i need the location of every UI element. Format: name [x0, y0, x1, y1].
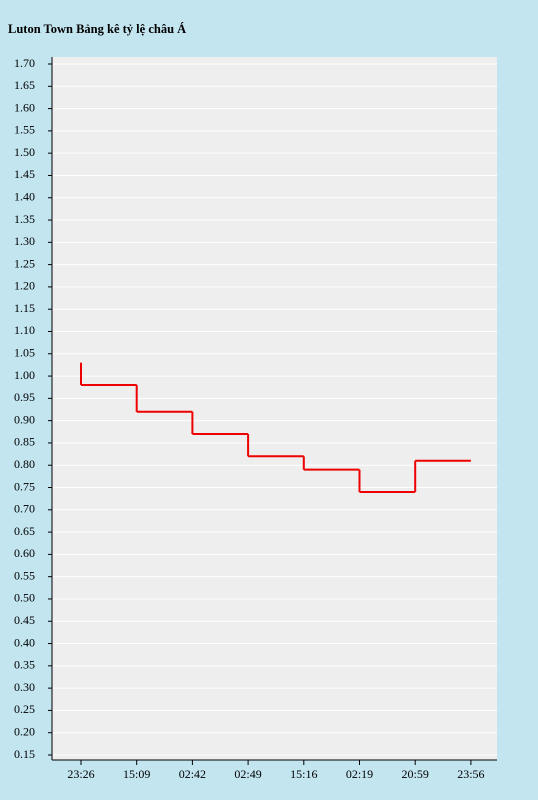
y-tick-label: 1.25 — [14, 256, 35, 270]
y-tick-label: 0.50 — [14, 591, 35, 605]
y-tick-label: 1.70 — [14, 56, 35, 70]
y-tick-label: 0.25 — [14, 702, 35, 716]
y-tick-label: 1.00 — [14, 368, 35, 382]
y-tick-label: 0.70 — [14, 502, 35, 516]
y-tick-label: 1.50 — [14, 145, 35, 159]
y-tick-label: 1.65 — [14, 78, 35, 92]
y-tick-label: 0.35 — [14, 658, 35, 672]
y-tick-label: 0.65 — [14, 524, 35, 538]
y-tick-label: 1.40 — [14, 189, 35, 203]
x-tick-label: 15:16 — [290, 767, 317, 781]
x-tick-label: 02:42 — [179, 767, 206, 781]
y-tick-label: 1.35 — [14, 212, 35, 226]
y-tick-label: 0.95 — [14, 390, 35, 404]
plot-area — [52, 57, 497, 760]
y-tick-label: 0.75 — [14, 479, 35, 493]
x-tick-label: 23:26 — [67, 767, 94, 781]
y-tick-label: 0.15 — [14, 747, 35, 761]
y-tick-label: 0.45 — [14, 613, 35, 627]
y-tick-label: 1.55 — [14, 123, 35, 137]
y-tick-label: 0.85 — [14, 435, 35, 449]
y-tick-label: 1.60 — [14, 100, 35, 114]
y-tick-label: 0.30 — [14, 680, 35, 694]
x-tick-label: 23:56 — [457, 767, 484, 781]
y-tick-label: 1.10 — [14, 323, 35, 337]
y-tick-label: 0.90 — [14, 412, 35, 426]
y-tick-label: 1.15 — [14, 301, 35, 315]
x-tick-label: 02:19 — [346, 767, 373, 781]
y-tick-label: 0.55 — [14, 568, 35, 582]
y-tick-label: 0.80 — [14, 457, 35, 471]
y-tick-label: 0.60 — [14, 546, 35, 560]
x-tick-label: 15:09 — [123, 767, 150, 781]
x-tick-label: 02:49 — [234, 767, 261, 781]
y-tick-label: 1.05 — [14, 346, 35, 360]
y-tick-label: 1.45 — [14, 167, 35, 181]
chart-title: Luton Town Bảng kê tỷ lệ châu Á — [8, 22, 186, 36]
y-tick-label: 0.40 — [14, 635, 35, 649]
y-tick-label: 1.20 — [14, 279, 35, 293]
y-tick-label: 1.30 — [14, 234, 35, 248]
x-tick-label: 20:59 — [402, 767, 429, 781]
y-tick-label: 0.20 — [14, 724, 35, 738]
